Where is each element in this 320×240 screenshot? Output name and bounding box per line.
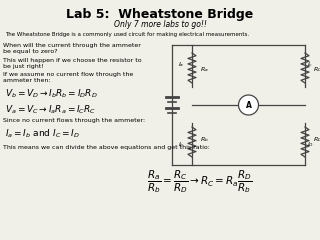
Text: When will the current through the ammeter
be equal to zero?: When will the current through the ammete… [3, 43, 141, 54]
Text: This means we can divide the above equations and get this ratio:: This means we can divide the above equat… [3, 145, 210, 150]
Text: $R_D$: $R_D$ [313, 136, 320, 144]
Text: $V_b = V_D \rightarrow I_b R_b = I_D R_D$: $V_b = V_D \rightarrow I_b R_b = I_D R_D… [5, 88, 98, 101]
Text: $R_C$: $R_C$ [313, 66, 320, 74]
Text: If we assume no current flow through the
ammeter then:: If we assume no current flow through the… [3, 72, 133, 83]
Text: $V_a = V_C \rightarrow I_a R_a = I_C R_C$: $V_a = V_C \rightarrow I_a R_a = I_C R_C… [5, 103, 96, 115]
Text: $I_b$: $I_b$ [178, 141, 184, 150]
Text: This will happen if we choose the resistor to
be just right!: This will happen if we choose the resist… [3, 58, 142, 69]
Text: The Wheatstone Bridge is a commonly used circuit for making electrical measureme: The Wheatstone Bridge is a commonly used… [5, 32, 249, 37]
Text: Since no current flows through the ammeter:: Since no current flows through the ammet… [3, 118, 145, 123]
Text: $R_b$: $R_b$ [200, 136, 209, 144]
Text: $\dfrac{R_a}{R_b} = \dfrac{R_C}{R_D} \rightarrow R_C = R_a \dfrac{R_D}{R_b}$: $\dfrac{R_a}{R_b} = \dfrac{R_C}{R_D} \ri… [147, 168, 253, 195]
Circle shape [238, 95, 259, 115]
Text: $I_a$: $I_a$ [178, 60, 184, 69]
Text: $R_a$: $R_a$ [200, 66, 209, 74]
Text: Only 7 more labs to go!!: Only 7 more labs to go!! [114, 20, 206, 29]
Text: $I_a = I_b$ and $I_C = I_D$: $I_a = I_b$ and $I_C = I_D$ [5, 128, 80, 140]
Text: $I_D$: $I_D$ [307, 141, 314, 150]
Text: A: A [245, 101, 252, 109]
Text: $I_c$: $I_c$ [307, 60, 313, 69]
Text: Lab 5:  Wheatstone Bridge: Lab 5: Wheatstone Bridge [66, 8, 254, 21]
